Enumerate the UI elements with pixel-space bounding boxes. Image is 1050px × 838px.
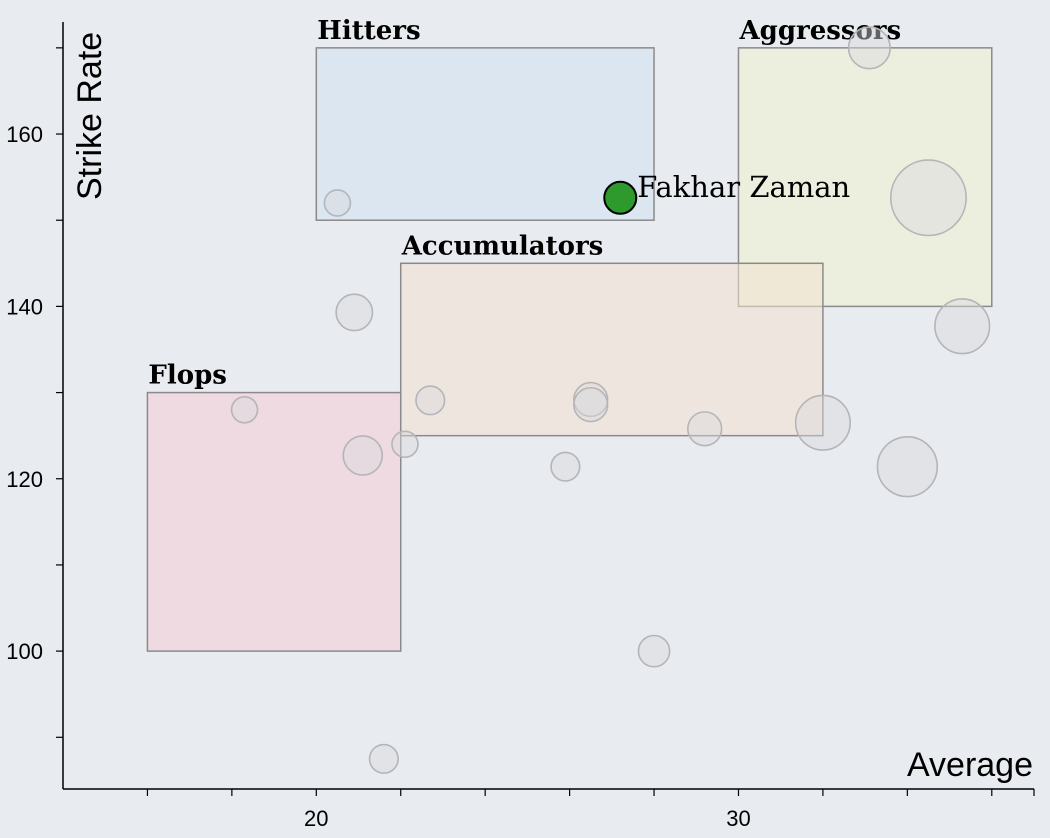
x-tick-label: 30 [726,806,750,831]
data-point[interactable] [794,394,852,451]
y-tick-label: 120 [6,467,43,492]
zone-rect [315,47,655,221]
zone-accumulators: Accumulators [399,231,824,437]
data-point[interactable] [637,634,671,668]
highlight-layer: Fakhar Zaman [603,170,850,215]
data-point[interactable] [889,159,967,237]
zone-flops: Flops [146,361,402,652]
y-ticks: 100 120 140 160 [6,47,63,738]
data-point[interactable] [230,396,259,424]
data-point[interactable] [368,743,399,774]
x-tick-label: 20 [304,806,328,831]
data-point[interactable] [391,430,419,459]
highlight-point[interactable] [603,180,638,215]
x-ticks: 20 30 [146,789,1035,831]
data-point[interactable] [687,411,723,447]
data-point[interactable] [415,385,446,416]
zone-label: Flops [148,361,227,391]
y-tick-label: 100 [6,639,43,664]
zone-label: Hitters [317,16,420,46]
data-point[interactable] [934,298,991,355]
y-tick-label: 140 [6,294,43,319]
zone-layer: Hitters Aggressors Accumulators Flops [146,16,993,652]
bubble-layer [230,26,991,774]
data-point[interactable] [335,293,374,332]
data-point[interactable] [550,451,581,482]
zone-label: Aggressors [738,16,901,46]
data-point[interactable] [847,26,891,70]
data-point[interactable] [573,386,609,423]
highlight-label: Fakhar Zaman [637,170,850,204]
data-point[interactable] [323,189,352,217]
zone-rect [399,262,824,437]
x-axis-title: Average [907,746,1033,784]
zone-rect [146,391,402,652]
data-point[interactable] [342,435,384,476]
data-point[interactable] [876,435,939,498]
y-tick-label: 160 [6,122,43,147]
y-axis-title: Strike Rate [71,32,109,200]
zone-hitters: Hitters [315,16,655,221]
zone-label: Accumulators [401,231,604,261]
